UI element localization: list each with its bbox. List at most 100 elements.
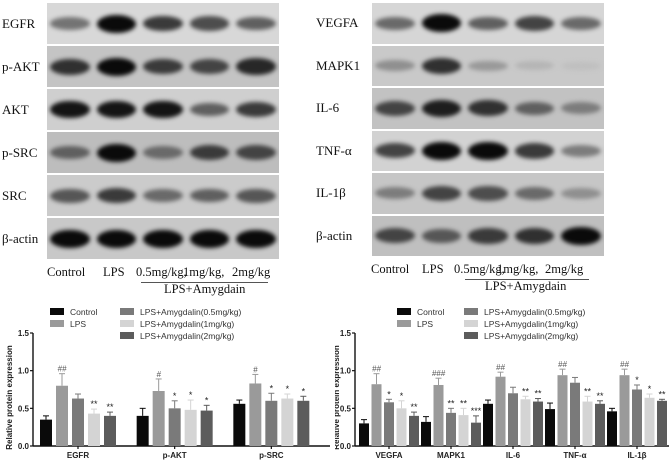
significance-marker: * — [635, 375, 639, 385]
bar — [409, 415, 419, 446]
bar — [570, 382, 580, 446]
group-label: LPS+Amygdain — [485, 279, 567, 293]
bar — [249, 383, 262, 446]
y-tick-label: 0.0 — [18, 442, 30, 451]
lane-label: LPS — [422, 262, 444, 276]
x-tick-label: TNF-α — [563, 451, 586, 460]
blot-band — [96, 14, 137, 33]
bar — [152, 391, 165, 446]
blot-band — [189, 188, 230, 203]
bar — [56, 385, 68, 446]
y-tick-label: 1.0 — [340, 367, 352, 376]
significance-marker: ## — [496, 363, 505, 372]
bar — [384, 402, 394, 446]
bar — [458, 415, 469, 446]
bar — [200, 410, 213, 446]
blot-band — [561, 16, 601, 30]
legend-label: LPS+Amygdalin(0.5mg/kg) — [484, 307, 586, 317]
significance-marker: * — [173, 391, 177, 401]
bar — [471, 422, 481, 446]
bar — [359, 423, 369, 446]
blot-strip — [47, 89, 279, 130]
blot-strip — [372, 173, 604, 214]
legend-label: LPS — [70, 319, 86, 329]
blot-band — [50, 100, 90, 119]
bar — [104, 415, 116, 446]
bar — [88, 413, 100, 446]
legend-swatch — [50, 308, 64, 315]
blot-band — [561, 226, 601, 245]
y-axis-label: Relative protein expression — [5, 345, 14, 450]
blot-band — [561, 102, 601, 115]
significance-marker: *** — [471, 406, 482, 416]
significance-marker: * — [286, 384, 290, 394]
bar — [72, 398, 84, 446]
blot-band — [468, 186, 508, 201]
blot-band — [96, 143, 137, 162]
blot-band — [50, 188, 90, 203]
significance-marker: ** — [596, 391, 604, 401]
significance-marker: ** — [522, 386, 530, 396]
blot-band — [421, 14, 462, 33]
blot-row-label: MAPK1 — [316, 57, 361, 73]
blot-band — [96, 187, 137, 204]
legend-swatch — [464, 332, 478, 339]
lane-label: 2mg/kg — [232, 265, 271, 279]
significance-marker: ** — [90, 399, 98, 409]
blot-band — [189, 144, 230, 161]
blot-band — [189, 102, 230, 117]
bar — [607, 411, 617, 446]
legend-label: LPS — [417, 319, 433, 329]
left-blot-panel: EGFR p-AKT AKT p-SRC SRC β-actin Control LPS 0.5… — [0, 0, 290, 296]
blot-band — [236, 188, 276, 203]
blot-row-label: EGFR — [2, 15, 36, 31]
x-tick-label: p-AKT — [163, 451, 187, 460]
significance-marker: * — [302, 386, 306, 396]
blot-band — [561, 144, 601, 157]
blot-band — [96, 100, 137, 119]
significance-marker: ## — [620, 360, 629, 369]
blot-row-label: p-AKT — [2, 58, 40, 74]
significance-marker: * — [387, 389, 391, 399]
bar — [233, 403, 246, 446]
y-tick-label: 0.0 — [340, 442, 352, 451]
legend-swatch — [120, 332, 134, 339]
significance-marker: ** — [658, 389, 666, 399]
right-bar-chart: Relative protein expression 0.0 0.5 1.0 1.5 #… — [332, 295, 669, 463]
blot-strip — [372, 215, 604, 256]
y-tick-label: 0.5 — [18, 404, 30, 413]
bar — [421, 421, 431, 446]
blot-band — [375, 228, 415, 244]
significance-marker: ** — [584, 386, 592, 396]
bar — [433, 384, 444, 446]
bar — [657, 400, 667, 446]
blot-band — [561, 187, 601, 199]
significance-marker: * — [400, 391, 404, 401]
legend-label: LPS+Amygdalin(1mg/kg) — [140, 319, 234, 329]
blot-band — [468, 100, 508, 117]
significance-marker: ** — [460, 398, 468, 408]
blot-band — [375, 60, 415, 72]
bar — [136, 415, 149, 446]
blot-band — [143, 100, 183, 119]
significance-marker: ** — [106, 402, 114, 412]
blot-strip — [47, 3, 279, 44]
blot-band — [375, 100, 415, 116]
significance-marker: ** — [534, 389, 542, 399]
blot-strip — [47, 218, 279, 259]
blot-band — [514, 61, 555, 71]
blot-band — [514, 186, 555, 200]
bar — [495, 376, 506, 446]
blot-band — [514, 15, 555, 31]
blot-band — [189, 229, 230, 248]
blot-band — [143, 146, 183, 159]
blot-band — [236, 229, 276, 248]
blot-band — [421, 228, 462, 243]
legend-swatch — [50, 320, 64, 327]
significance-marker: ** — [410, 402, 418, 412]
significance-marker: ### — [432, 369, 446, 378]
blot-band — [143, 189, 183, 202]
bar — [582, 401, 593, 446]
lane-label: 1mg/kg, — [497, 262, 539, 276]
